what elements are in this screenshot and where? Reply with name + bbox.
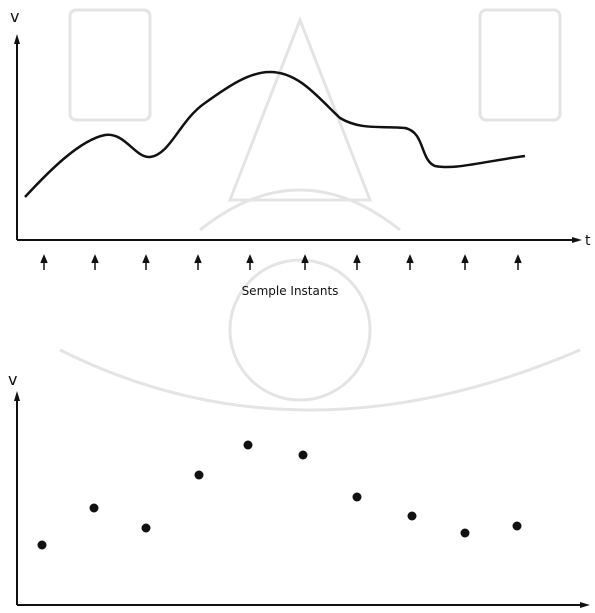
sample-dot: [38, 541, 47, 550]
sample-marker: [41, 256, 47, 270]
sample-dot: [461, 529, 470, 538]
top-plot: [14, 34, 582, 270]
sample-dot: [408, 512, 417, 521]
x-arrow: [580, 602, 590, 608]
y-axis-label: v: [8, 370, 17, 389]
bottom-plot: [14, 391, 590, 608]
figure: v t Semple Instants v: [0, 0, 595, 613]
sample-dot: [142, 524, 151, 533]
sample-marker: [302, 256, 308, 270]
sample-marker: [462, 256, 468, 270]
caption: Semple Instants: [242, 284, 339, 298]
sample-marker: [247, 256, 253, 270]
sample-marker: [92, 256, 98, 270]
sample-marker: [354, 256, 360, 270]
x-axis-label: t: [585, 233, 591, 249]
sample-dot: [90, 504, 99, 513]
watermark: [60, 10, 580, 410]
sample-dot: [195, 471, 204, 480]
sample-dot: [244, 441, 253, 450]
x-arrow: [572, 237, 582, 243]
samples: [38, 441, 522, 550]
page: v t Semple Instants v (() => { const dat…: [0, 0, 595, 613]
y-axis-label: v: [10, 7, 19, 26]
sample-dot: [299, 451, 308, 460]
sample-dot: [353, 493, 362, 502]
sample-marker: [407, 256, 413, 270]
sample-marker: [515, 256, 521, 270]
y-arrow: [14, 34, 20, 44]
signal-curve: [25, 72, 525, 197]
y-arrow: [14, 391, 20, 401]
sample-dot: [513, 522, 522, 531]
sample-marker: [143, 256, 149, 270]
sample-marker: [195, 256, 201, 270]
